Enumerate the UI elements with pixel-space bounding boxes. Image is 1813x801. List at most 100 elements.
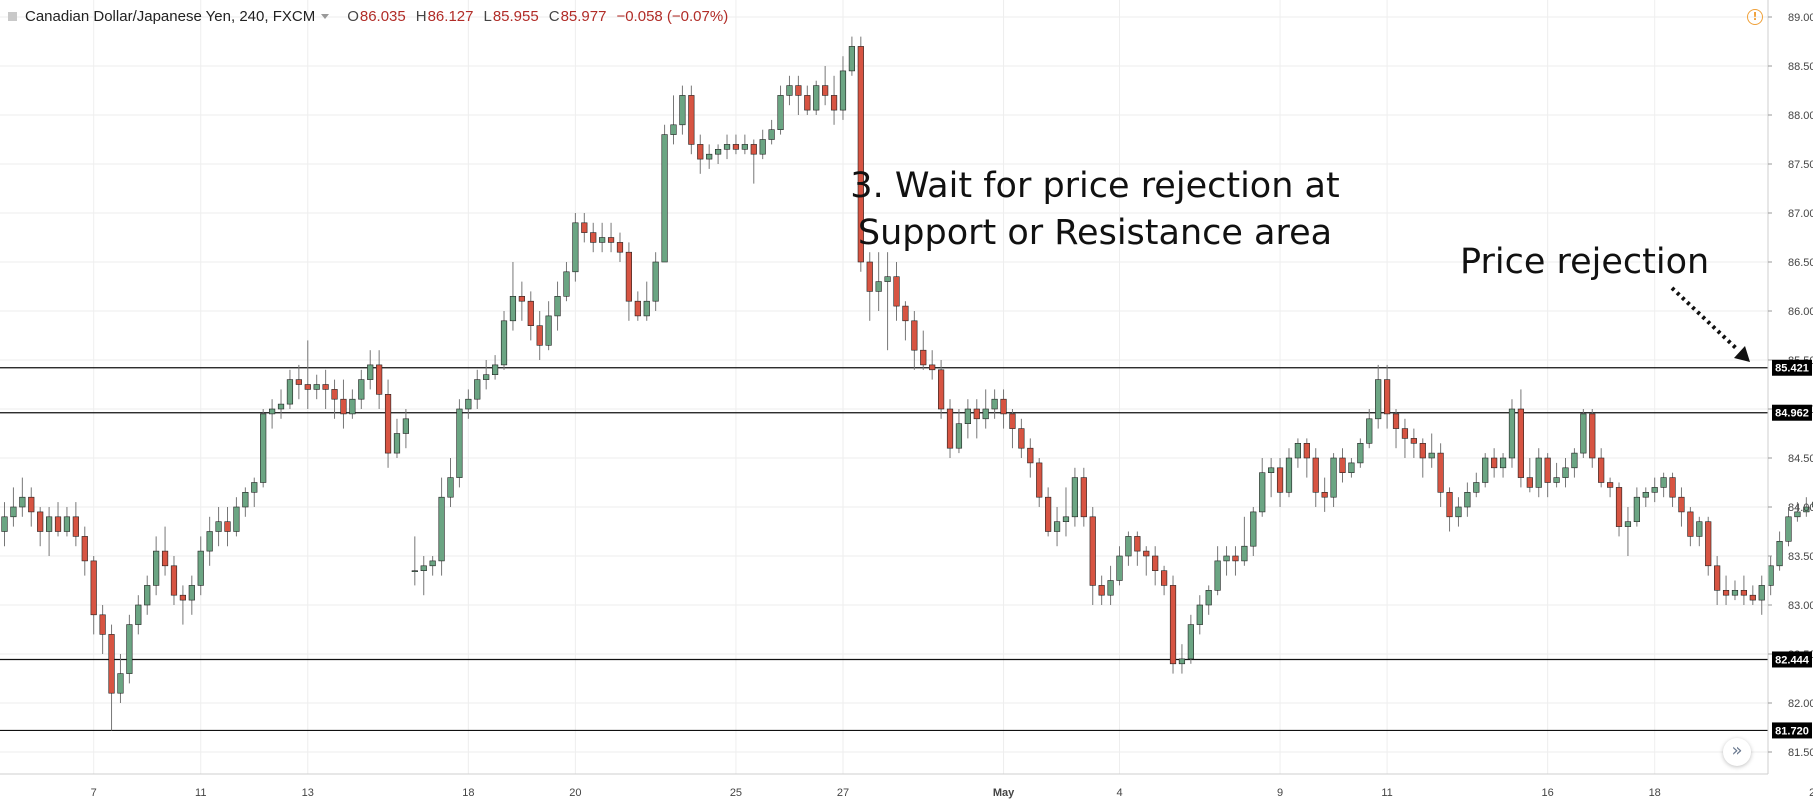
candle (197, 536, 204, 596)
candle-body-up (884, 276, 891, 282)
candle (973, 399, 980, 439)
candle (946, 399, 954, 458)
candle-body-down (697, 144, 704, 160)
candle (170, 556, 178, 605)
price-rejection-annotation: Price rejection (1460, 242, 1710, 282)
candle (1562, 458, 1569, 488)
candle (875, 252, 882, 311)
candle-body-up (1535, 457, 1542, 488)
level-price-label: 82.444 (1775, 654, 1810, 666)
candle-body-down (830, 95, 838, 111)
candle (144, 575, 151, 615)
candle-body-down (1009, 413, 1016, 429)
chart-grid (0, 0, 1768, 774)
candle (768, 119, 775, 145)
candle-body-up (1553, 477, 1560, 483)
candle (1205, 585, 1212, 615)
candle (839, 56, 847, 120)
candle-body-down (224, 521, 231, 532)
candle-body-up (313, 384, 320, 390)
candle-body-up (10, 506, 17, 518)
candle-body-up (1223, 555, 1230, 562)
symbol-title[interactable]: Canadian Dollar/Japanese Yen, 240, FXCM (25, 7, 316, 25)
candle-body-up (661, 134, 668, 263)
candle (1312, 448, 1319, 507)
candle-body-up (1633, 496, 1640, 523)
candle (1223, 546, 1230, 576)
support-resistance-levels (0, 367, 1768, 732)
candle-body-up (1071, 477, 1078, 518)
price-tick-label: 88.500 (1788, 61, 1813, 73)
candle (1624, 507, 1632, 556)
candle-body-down (866, 261, 873, 292)
candle (955, 409, 963, 454)
change-value: −0.058 (−0.07%) (616, 7, 729, 25)
candle-body-up (45, 516, 53, 532)
legend-toggle-icon[interactable] (8, 11, 17, 21)
candle-body-up (563, 271, 570, 297)
candle (54, 502, 62, 537)
candle (19, 477, 26, 517)
candle (714, 144, 722, 164)
candle (1526, 458, 1533, 493)
candle-body-up (1642, 491, 1649, 498)
candle-body-up (1330, 457, 1337, 498)
candle (153, 536, 160, 596)
candle (179, 585, 187, 625)
candle (1036, 458, 1043, 507)
candle-body-up (955, 423, 963, 449)
time-axis[interactable]: 7111318202527May49111618232530 (91, 787, 1813, 799)
candle-body-up (1508, 408, 1516, 459)
candle (911, 311, 918, 370)
candle-body-down (170, 565, 178, 596)
candle (741, 134, 748, 155)
candle-body-up (1196, 604, 1203, 625)
time-tick-label: 7 (91, 787, 97, 799)
candle-body-up (1, 516, 8, 532)
candle-body-up (1259, 472, 1266, 513)
candle (599, 222, 606, 253)
candle-body-up (982, 408, 989, 420)
candle-body-up (286, 379, 294, 405)
candle (1276, 458, 1284, 507)
candle-body-up (1731, 589, 1739, 596)
price-axis[interactable]: 81.50082.00082.50083.00083.50084.00084.5… (1768, 12, 1813, 759)
candle-body-down (518, 295, 525, 302)
candle-body-down (625, 251, 632, 302)
candle-body-up (1794, 511, 1801, 518)
candle (1428, 433, 1435, 468)
candle (625, 242, 632, 321)
candle (420, 556, 427, 596)
scroll-to-realtime-button[interactable]: » (1723, 738, 1751, 766)
candle (1107, 565, 1114, 605)
candle-body-up (813, 85, 820, 111)
candle-body-down (1714, 565, 1721, 591)
candle (402, 409, 410, 449)
candle (750, 139, 757, 184)
candle-body-up (144, 585, 151, 606)
candle (1384, 364, 1391, 429)
time-tick-label: 18 (462, 787, 474, 799)
candle-body-up (991, 398, 998, 410)
candle-body-down (1669, 477, 1676, 498)
candle (1080, 467, 1087, 527)
candle (991, 389, 998, 419)
chevron-down-icon[interactable] (321, 13, 330, 19)
candle (1615, 482, 1623, 537)
candle-body-down (1722, 589, 1730, 596)
candle (340, 379, 347, 429)
candle-body-up (777, 95, 784, 131)
candle-body-up (188, 585, 195, 601)
alert-icon[interactable]: ! (1747, 9, 1763, 25)
candle (331, 379, 338, 419)
candle (563, 262, 570, 302)
candle-body-down (973, 408, 980, 420)
candle-body-up (402, 418, 410, 434)
candle-body-up (153, 550, 160, 586)
candle (1749, 585, 1756, 605)
candle (857, 36, 864, 272)
candle-body-up (1107, 580, 1114, 596)
price-tick-label: 83.500 (1788, 551, 1813, 563)
candle (616, 232, 624, 262)
